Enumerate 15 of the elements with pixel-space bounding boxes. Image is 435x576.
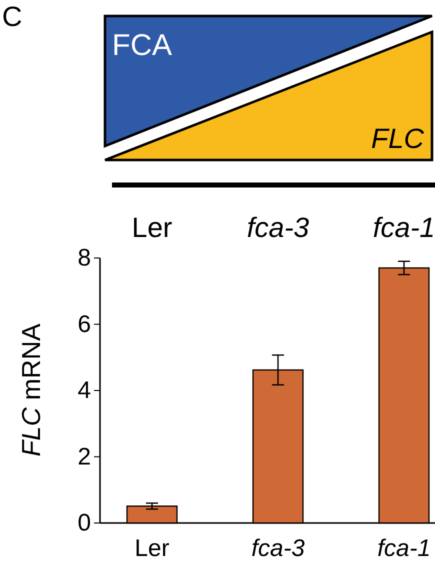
text: Ler (132, 212, 172, 243)
text: fca-3 (246, 212, 310, 243)
y-tick-label: 6 (78, 310, 91, 338)
y-tick-label: 0 (78, 510, 91, 537)
y-axis-title: FLC mRNA (16, 322, 46, 456)
x-tick-label: fca-1 (377, 535, 431, 562)
y-tick-label: 2 (78, 443, 91, 470)
y-tick-label: 8 (78, 244, 91, 272)
text: FLC (371, 123, 425, 154)
y-tick-label: 4 (78, 377, 91, 404)
x-tick-label: fca-3 (251, 535, 306, 562)
text: C (2, 1, 22, 32)
text: FCA (112, 29, 172, 62)
x-tick-label: Ler (134, 535, 170, 562)
text: fca-1 (372, 212, 435, 243)
